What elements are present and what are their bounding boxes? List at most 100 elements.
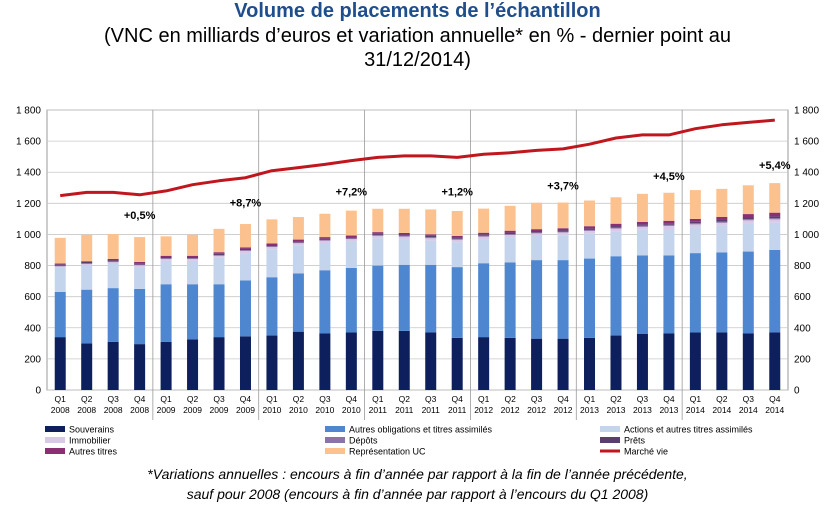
x-tick-year: 2014 (739, 405, 758, 415)
legend-label: Marché vie (624, 447, 668, 457)
bar-segment (451, 238, 463, 240)
bar-segment (742, 185, 754, 215)
bar-segment (239, 250, 251, 251)
bar-segment (769, 218, 781, 220)
bar-segment (716, 332, 728, 390)
bar-segment (54, 337, 66, 390)
legend-label: Prêts (624, 436, 646, 446)
bar-segment (769, 212, 781, 217)
bar-segment (292, 239, 304, 242)
bar-segment (239, 224, 251, 248)
bar-segment (345, 241, 357, 268)
bar-segment (398, 232, 410, 235)
y-tick-right: 1 000 (794, 230, 819, 241)
bar-segment (557, 232, 569, 236)
bar-segment (504, 232, 516, 234)
bar-segment (742, 214, 754, 218)
legend-swatch (325, 426, 345, 432)
bar-segment (81, 261, 93, 264)
bar-segment (584, 228, 596, 230)
bar-segment (160, 260, 172, 285)
bar-segment (557, 230, 569, 232)
y-tick-left: 1 400 (16, 168, 41, 179)
x-tick-year: 2009 (183, 405, 202, 415)
footnote-line-1: *Variations annuelles : encours à fin d’… (147, 466, 688, 482)
bar-segment (107, 260, 119, 262)
bar-segment (398, 234, 410, 236)
y-tick-right: 1 800 (794, 106, 819, 117)
bar-segment (213, 284, 225, 338)
y-tick-left: 800 (24, 261, 41, 272)
legend-label: Représentation UC (349, 447, 426, 457)
bar-segment (107, 288, 119, 342)
bar-segment (742, 220, 754, 224)
x-tick-year: 2008 (130, 405, 149, 415)
bar-segment (81, 234, 93, 262)
x-tick-quarter: Q2 (716, 394, 728, 404)
bar-segment (584, 258, 596, 338)
bar-segment (663, 333, 675, 390)
bar-segment (504, 205, 516, 231)
bar-segment (398, 330, 410, 390)
bar-segment (372, 234, 384, 236)
bar-segment (584, 229, 596, 231)
bar-segment (213, 255, 225, 258)
bar-segment (160, 257, 172, 259)
legend-swatch (325, 437, 345, 443)
bar-segment (451, 237, 463, 239)
bar-segment (319, 240, 331, 243)
x-tick-year: 2012 (474, 405, 493, 415)
x-tick-quarter: Q1 (690, 394, 702, 404)
bar-segment (345, 210, 357, 236)
x-tick-quarter: Q1 (478, 394, 490, 404)
bar-segment (266, 246, 278, 248)
bar-segment (54, 267, 66, 292)
bar-segment (451, 235, 463, 238)
annotation-label: +7,2% (336, 187, 368, 199)
bar-segment (451, 242, 463, 268)
bar-segment (134, 344, 146, 390)
bar-segment (742, 219, 754, 221)
x-tick-quarter: Q2 (399, 394, 411, 404)
x-tick-quarter: Q4 (346, 394, 358, 404)
bar-segment (160, 259, 172, 261)
chart-title: Volume de placements de l’échantillon (234, 0, 601, 22)
bar-segment (292, 331, 304, 390)
y-tick-right: 600 (794, 292, 811, 303)
legend-label: Immobilier (69, 436, 111, 446)
bar-segment (187, 255, 199, 257)
bar-segment (134, 261, 146, 264)
bar-segment (610, 231, 622, 257)
bar-segment (292, 242, 304, 244)
chart-subtitle: (VNC en milliards d’euros et variation a… (20, 24, 815, 72)
bar-segment (557, 260, 569, 339)
bar-segment (54, 265, 66, 267)
legend-swatch (45, 426, 65, 432)
bar-segment (107, 261, 119, 263)
bar-segment (266, 277, 278, 336)
bar-segment (266, 249, 278, 278)
bar-segment (266, 219, 278, 244)
x-tick-quarter: Q1 (55, 394, 67, 404)
annotation-label: +1,2% (441, 187, 473, 199)
bar-segment (451, 337, 463, 390)
x-tick-quarter: Q1 (266, 394, 278, 404)
x-tick-quarter: Q3 (743, 394, 755, 404)
bar-segment (557, 231, 569, 233)
bar-segment (239, 253, 251, 281)
x-tick-year: 2013 (633, 405, 652, 415)
annotation-label: +8,7% (230, 197, 262, 209)
bar-segment (292, 273, 304, 332)
bar-segment (160, 236, 172, 256)
bar-segment (504, 233, 516, 235)
bar-segment (663, 224, 675, 226)
bar-segment (213, 337, 225, 390)
subtitle-line-2: 31/12/2014) (364, 49, 471, 71)
bar-segment (319, 237, 331, 239)
bar-segment (504, 234, 516, 238)
bar-segment (451, 239, 463, 243)
bar-segment (504, 337, 516, 390)
y-tick-left: 1 800 (16, 106, 41, 117)
bar-segment (107, 262, 119, 264)
bar-segment (372, 238, 384, 266)
